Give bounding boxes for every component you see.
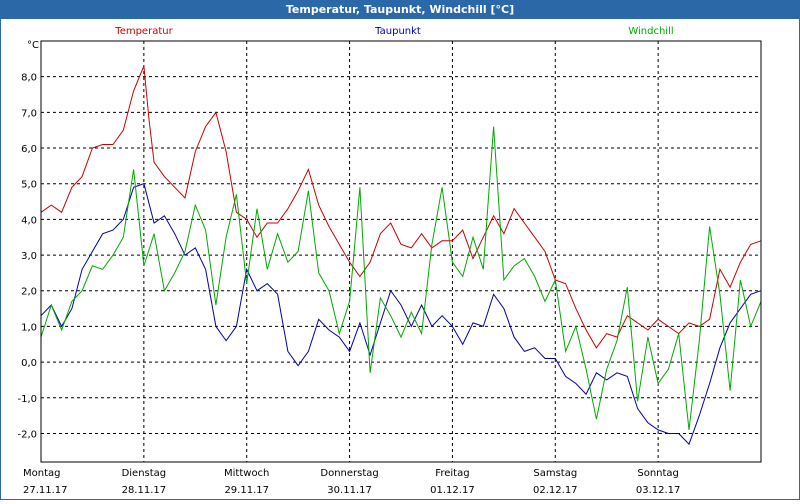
x-tick-date: 03.12.17 <box>636 485 681 496</box>
x-tick-day: Donnerstag <box>320 468 378 479</box>
legend-windchill: Windchill <box>628 26 673 37</box>
x-tick-day: Freitag <box>435 468 469 479</box>
y-tick-label: 5,0 <box>21 180 37 191</box>
y-tick-label: -2,0 <box>17 429 37 440</box>
y-axis-label: °C <box>27 40 39 51</box>
chart-title: Temperatur, Taupunkt, Windchill [°C] <box>0 0 800 19</box>
y-tick-label: 4,0 <box>21 215 37 226</box>
y-tick-label: 6,0 <box>21 144 37 155</box>
x-tick-day: Dienstag <box>122 468 167 479</box>
grid <box>41 41 761 462</box>
x-tick-date: 27.11.17 <box>23 485 68 496</box>
y-tick-label: 0,0 <box>21 358 37 369</box>
series-lines <box>40 65 762 446</box>
x-axis-ticks: Montag 27.11.17 Dienstag 28.11.17 Mittwoch 29… <box>23 468 680 496</box>
x-tick-date: 30.11.17 <box>327 485 372 496</box>
line-chart: °C Temperatur Taupunkt Windchill 8,0 7,0 6,0… <box>17 26 762 496</box>
y-axis-ticks: 8,0 7,0 6,0 5,0 4,0 3,0 2,0 1,0 0,0 -1,0 -2,0 <box>17 73 37 441</box>
y-tick-label: 7,0 <box>21 108 37 119</box>
y-tick-label: 1,0 <box>21 322 37 333</box>
chart-area: °C Temperatur Taupunkt Windchill 8,0 7,0 6,0… <box>0 19 800 500</box>
series-line-taupunkt <box>40 183 762 446</box>
series-line-windchill <box>40 126 762 430</box>
legend-taupunkt: Taupunkt <box>374 26 421 37</box>
x-tick-day: Montag <box>23 468 60 479</box>
x-tick-date: 28.11.17 <box>122 485 167 496</box>
legend-temperatur: Temperatur <box>114 26 173 37</box>
legend: Temperatur Taupunkt Windchill <box>114 26 673 37</box>
x-tick-date: 02.12.17 <box>533 485 578 496</box>
y-tick-label: 8,0 <box>21 73 37 84</box>
y-tick-label: 2,0 <box>21 287 37 298</box>
y-tick-label: 3,0 <box>21 251 37 262</box>
x-tick-date: 29.11.17 <box>224 485 269 496</box>
x-tick-day: Samstag <box>533 468 577 479</box>
series-line-temperatur <box>40 65 762 349</box>
x-tick-date: 01.12.17 <box>430 485 475 496</box>
y-tick-label: -1,0 <box>17 394 37 405</box>
plot-frame <box>40 40 762 463</box>
x-tick-day: Sonntag <box>637 468 679 479</box>
x-tick-day: Mittwoch <box>224 468 269 479</box>
